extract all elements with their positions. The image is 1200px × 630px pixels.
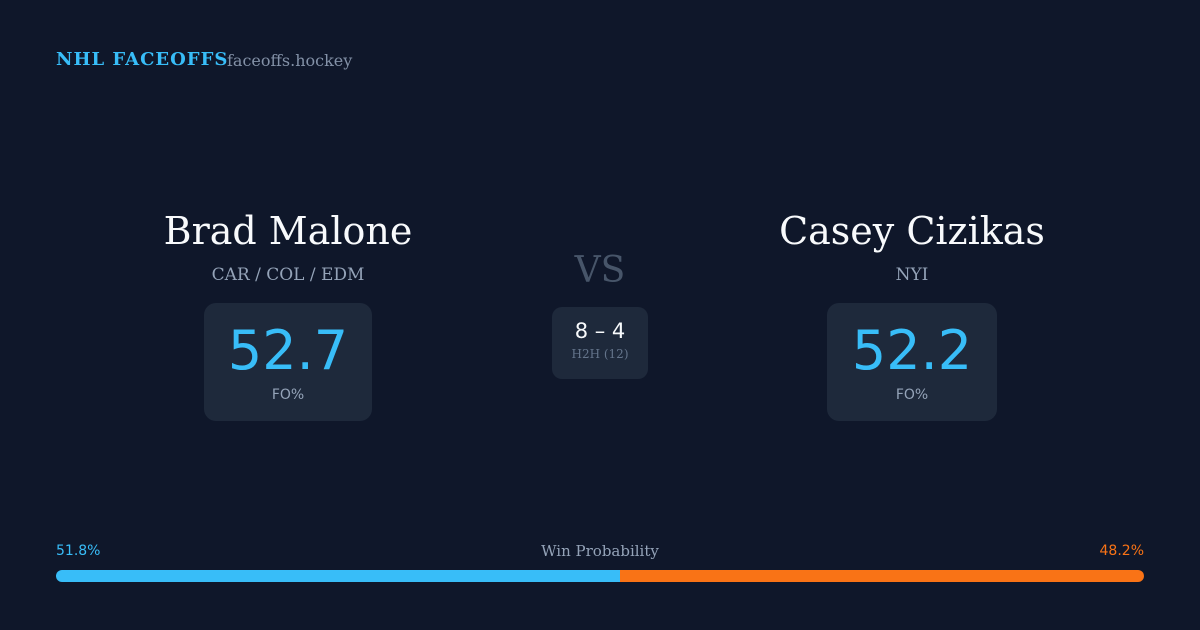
player-left: Brad Malone CAR / COL / EDM 52.7 FO% [88,205,488,421]
player-teams: NYI [895,265,929,285]
player-teams: CAR / COL / EDM [211,265,365,285]
h2h-record: 8 – 4 [574,319,626,343]
win-prob-bar [56,570,1144,582]
h2h-label: H2H (12) [571,347,629,361]
brand: NHL FACEOFFS [56,49,229,70]
fo-pct: 52.2 [851,319,973,382]
site: faceoffs.hockey [227,51,353,70]
stat-box: 52.7 FO% [204,303,372,421]
win-prob-title: Win Probability [541,542,659,560]
fo-pct: 52.7 [227,319,349,382]
fo-label: FO% [895,387,929,403]
h2h-box: 8 – 4 H2H (12) [552,307,648,379]
win-prob-segment [619,570,1144,582]
win-prob-segment [56,570,620,582]
player-name: Brad Malone [163,209,413,253]
win-prob-right: 48.2% [1099,543,1144,559]
player-name: Casey Cizikas [779,209,1045,253]
stat-box: 52.2 FO% [827,303,997,421]
vs-label: VS [574,250,626,291]
win-prob-left: 51.8% [56,543,101,559]
player-right: Casey Cizikas NYI 52.2 FO% [712,205,1112,421]
fo-label: FO% [271,387,305,403]
